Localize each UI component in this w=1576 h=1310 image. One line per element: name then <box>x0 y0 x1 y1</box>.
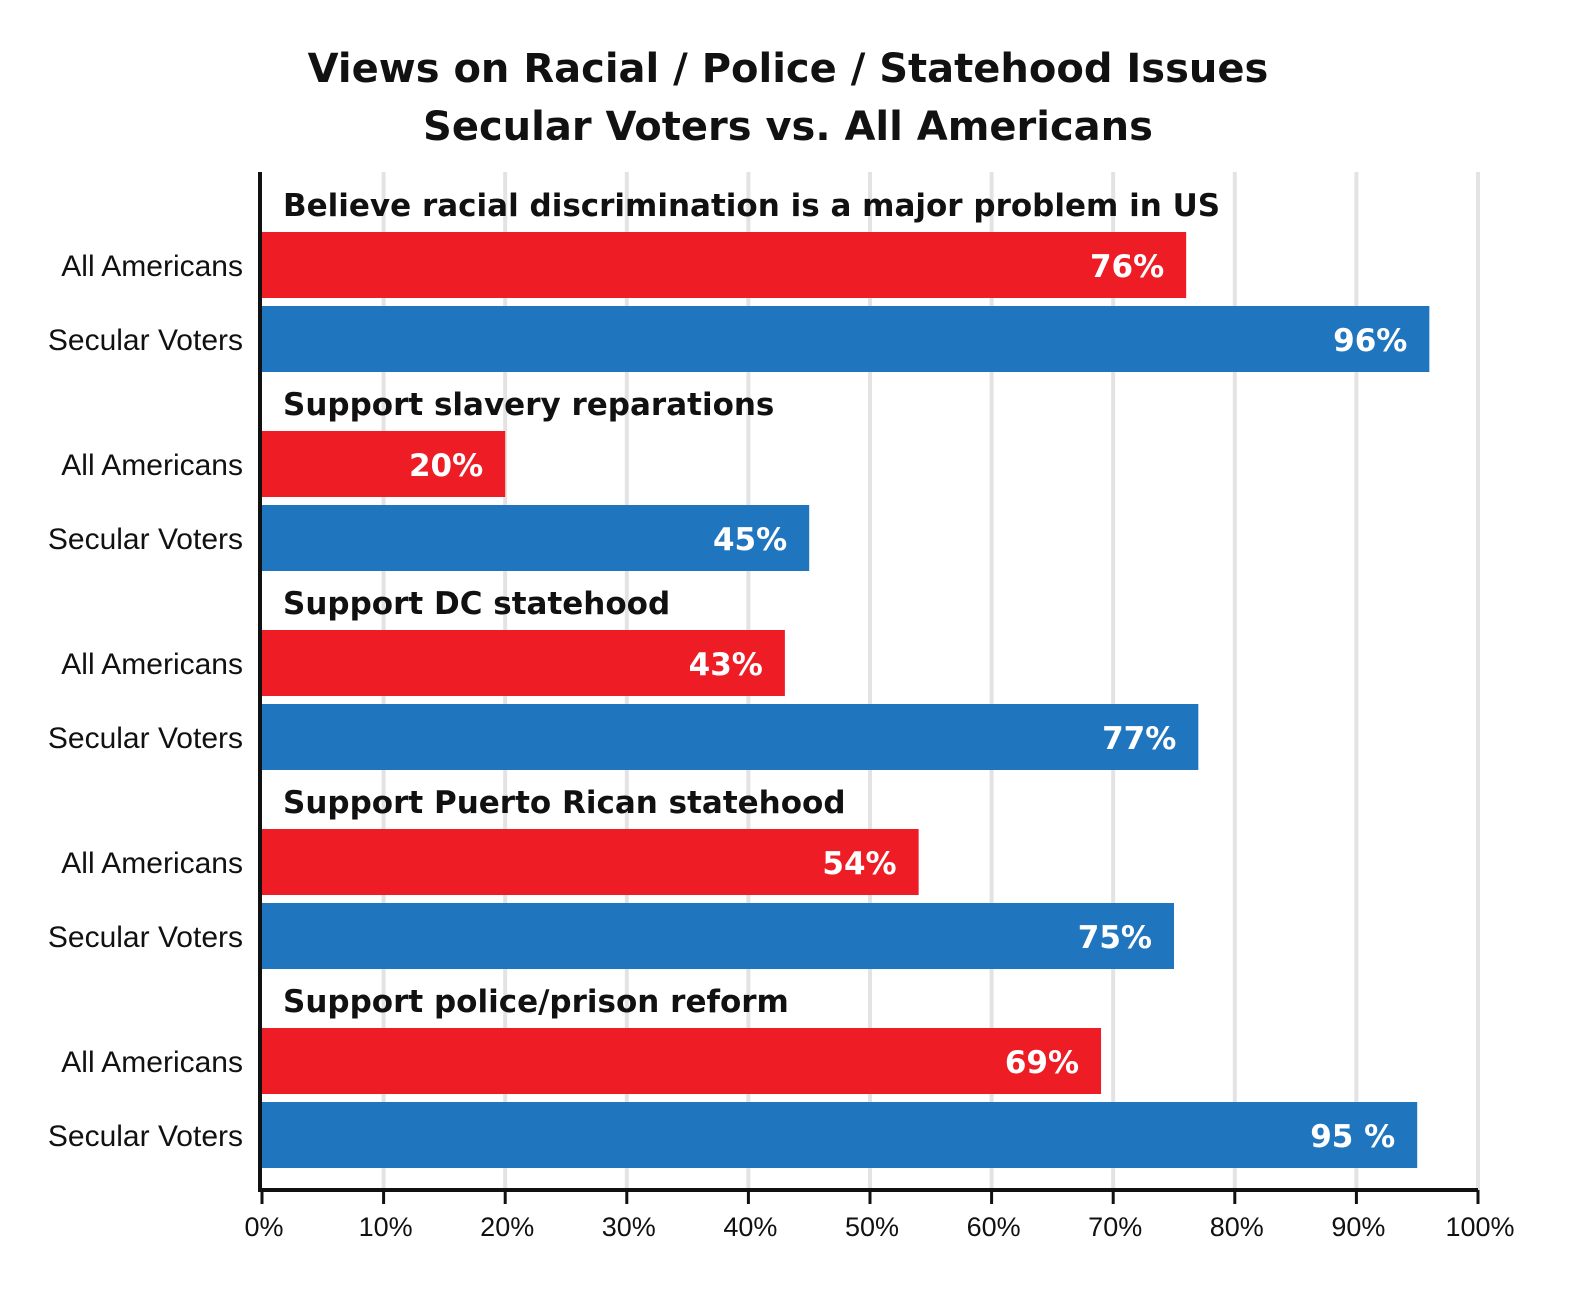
bar-0-0 <box>262 232 1187 298</box>
data-label-4-1: 95 % <box>1310 1119 1395 1155</box>
data-label-2-0: 43% <box>689 647 763 683</box>
x-tick-label-100: 100% <box>1445 1212 1514 1242</box>
data-label-3-0: 54% <box>822 846 896 882</box>
bar-2-1 <box>262 704 1199 770</box>
data-label-0-0: 76% <box>1090 249 1164 285</box>
bar-2-0 <box>262 630 785 696</box>
category-label-0: Believe racial discrimination is a major… <box>283 188 1220 224</box>
x-tick-label-80: 80% <box>1210 1212 1264 1242</box>
series-label-2-1: Secular Voters <box>48 722 243 755</box>
category-label-2: Support DC statehood <box>283 586 670 622</box>
data-label-0-1: 96% <box>1333 323 1407 359</box>
chart-title: Views on Racial / Police / Statehood Iss… <box>307 46 1269 92</box>
category-label-1: Support slavery reparations <box>283 387 774 423</box>
category-label-4: Support police/prison reform <box>283 984 789 1020</box>
x-tick-label-20: 20% <box>480 1212 534 1242</box>
bar-1-0 <box>262 431 506 497</box>
x-tick-label-0: 0% <box>244 1212 283 1242</box>
series-label-4-0: All Americans <box>61 1046 243 1079</box>
x-tick-label-30: 30% <box>602 1212 656 1242</box>
x-tick-label-40: 40% <box>723 1212 777 1242</box>
bar-3-0 <box>262 829 919 895</box>
series-label-0-0: All Americans <box>61 250 243 283</box>
chart-subtitle: Secular Voters vs. All Americans <box>423 104 1153 150</box>
x-tick-label-50: 50% <box>845 1212 899 1242</box>
series-label-1-0: All Americans <box>61 449 243 482</box>
bar-1-1 <box>262 505 810 571</box>
data-label-3-1: 75% <box>1078 920 1152 956</box>
series-label-2-0: All Americans <box>61 648 243 681</box>
series-label-3-0: All Americans <box>61 847 243 880</box>
category-label-3: Support Puerto Rican statehood <box>283 785 846 821</box>
bar-4-0 <box>262 1028 1102 1094</box>
x-tick-label-60: 60% <box>967 1212 1021 1242</box>
data-label-1-0: 20% <box>409 448 483 484</box>
bar-4-1 <box>262 1102 1418 1168</box>
bar-3-1 <box>262 903 1174 969</box>
x-tick-label-90: 90% <box>1331 1212 1385 1242</box>
x-tick-label-10: 10% <box>359 1212 413 1242</box>
series-label-1-1: Secular Voters <box>48 523 243 556</box>
series-label-0-1: Secular Voters <box>48 324 243 357</box>
data-label-2-1: 77% <box>1102 721 1176 757</box>
series-label-4-1: Secular Voters <box>48 1120 243 1153</box>
data-label-1-1: 45% <box>713 522 787 558</box>
series-label-3-1: Secular Voters <box>48 921 243 954</box>
x-tick-label-70: 70% <box>1088 1212 1142 1242</box>
bar-0-1 <box>262 306 1430 372</box>
data-label-4-0: 69% <box>1005 1045 1079 1081</box>
